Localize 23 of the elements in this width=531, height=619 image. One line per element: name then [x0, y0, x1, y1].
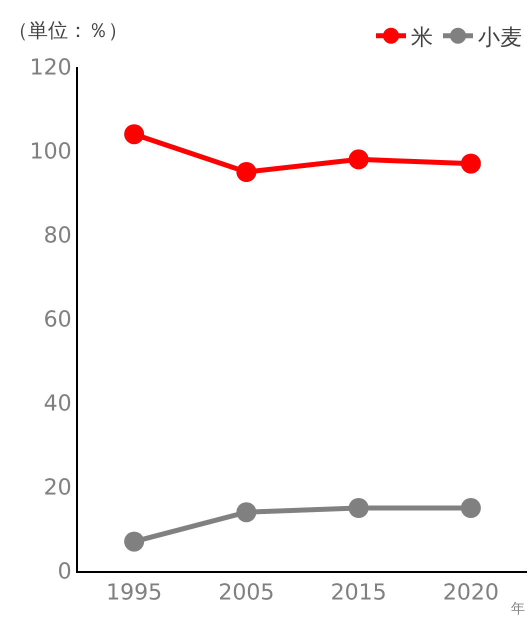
point	[460, 498, 481, 518]
y-tick-label: 0	[58, 560, 72, 585]
y-tick-label: 80	[44, 224, 72, 249]
y-tick-label: 40	[44, 392, 72, 417]
point	[124, 124, 144, 144]
x-tick-label: 1995	[106, 580, 162, 606]
y-tick-label: 120	[30, 56, 72, 81]
legend-label: 小麦	[478, 25, 522, 50]
x-tick-label: 2015	[330, 580, 387, 606]
legend-label: 米	[411, 25, 433, 50]
x-tick-label: 2005	[218, 580, 274, 606]
x-tick-label: 2020	[442, 580, 499, 606]
y-tick-label: 60	[44, 308, 72, 333]
point	[348, 149, 369, 170]
y-tick-label: 20	[44, 476, 72, 501]
point	[236, 502, 256, 522]
y-tick-label: 100	[30, 140, 72, 165]
point	[348, 498, 369, 518]
point	[460, 154, 481, 174]
point	[124, 532, 144, 552]
point	[236, 162, 256, 182]
y-axis-title: （単位：％）	[8, 18, 128, 42]
x-axis-title: 年	[511, 601, 525, 617]
